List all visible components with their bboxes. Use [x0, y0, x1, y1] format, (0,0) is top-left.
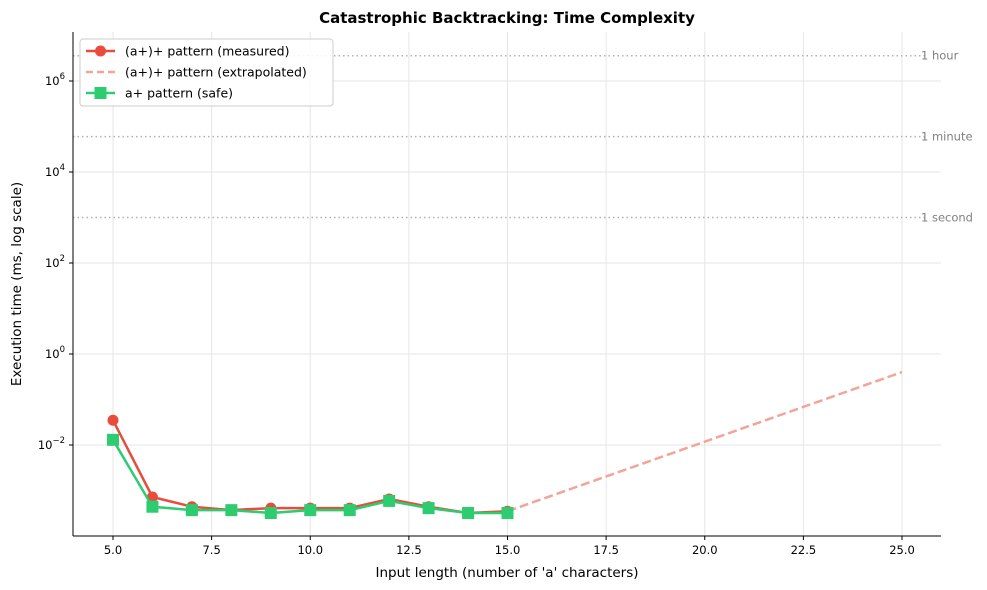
chart-title: Catastrophic Backtracking: Time Complexi…: [319, 9, 695, 27]
x-tick-label: 15.0: [495, 543, 521, 557]
x-tick-label: 25.0: [889, 543, 915, 557]
x-tick-label: 5.0: [104, 543, 122, 557]
reference-lines: 1 hour 1 minute 1 second: [73, 49, 973, 225]
y-tick-label: 102: [45, 254, 65, 270]
reference-line-label: 1 hour: [921, 49, 959, 63]
data-point-square: [462, 507, 475, 520]
data-point-square: [185, 504, 198, 517]
legend-label: (a+)+ pattern (measured): [125, 44, 289, 59]
x-tick-label: 17.5: [593, 543, 619, 557]
data-point-square: [146, 500, 159, 513]
x-tick-label: 12.5: [396, 543, 422, 557]
grid: [73, 32, 941, 536]
y-tick-label: 100: [45, 345, 65, 361]
legend-box: [79, 38, 334, 107]
data-point-square: [225, 504, 238, 517]
reference-line-label: 1 second: [921, 211, 973, 225]
data-point-square: [383, 494, 396, 507]
x-axis-label: Input length (number of 'a' characters): [375, 565, 638, 581]
data-series: [107, 370, 903, 520]
y-tick-label: 106: [45, 72, 65, 88]
x-tick-label: 10.0: [297, 543, 323, 557]
data-point-square: [107, 433, 119, 446]
axes: 5.0 7.5 10.0 12.5 15.0 17.5 20.0 22.5 25.0 10−2 10…: [38, 32, 941, 557]
data-point-square: [304, 504, 317, 517]
x-tick-label: 7.5: [202, 543, 220, 557]
x-tick-label: 22.5: [791, 543, 817, 557]
x-tick-label: 20.0: [692, 543, 718, 557]
legend-marker-square: [94, 87, 107, 99]
series-line: [507, 370, 903, 513]
data-point-square: [501, 507, 514, 520]
legend-marker-circle: [95, 45, 106, 57]
y-tick-label: 10−2: [38, 436, 65, 452]
y-axis-label: Execution time (ms, log scale): [9, 182, 25, 386]
reference-line-label: 1 minute: [921, 130, 973, 144]
y-tick-label: 104: [45, 163, 65, 179]
data-point-square: [343, 504, 356, 517]
data-point-circle: [107, 414, 119, 426]
legend-label: a+ pattern (safe): [125, 86, 233, 101]
data-point-square: [422, 502, 435, 515]
legend: (a+)+ pattern (measured) (a+)+ pattern (e…: [79, 38, 334, 107]
data-point-square: [264, 507, 277, 520]
legend-label: (a+)+ pattern (extrapolated): [125, 65, 307, 80]
